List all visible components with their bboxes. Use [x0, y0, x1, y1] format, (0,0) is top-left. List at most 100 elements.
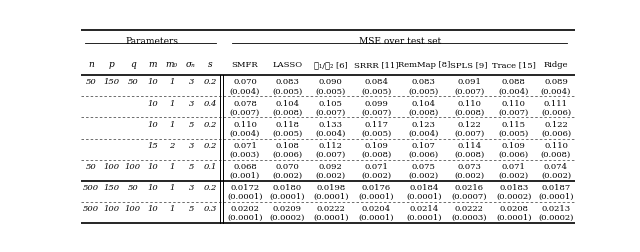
Text: 0.117: 0.117 [364, 120, 388, 128]
Text: (0.007): (0.007) [499, 108, 529, 116]
Text: (0.005): (0.005) [272, 129, 303, 137]
Text: 50: 50 [86, 163, 96, 170]
Text: (0.005): (0.005) [499, 129, 529, 137]
Text: 100: 100 [104, 205, 120, 212]
Text: 0.114: 0.114 [457, 141, 481, 149]
Text: (0.002): (0.002) [361, 171, 391, 179]
Text: (0.004): (0.004) [230, 87, 260, 95]
Text: 0.073: 0.073 [458, 163, 481, 170]
Text: (0.007): (0.007) [316, 150, 346, 158]
Text: (0.002): (0.002) [272, 171, 302, 179]
Text: 0.123: 0.123 [412, 120, 436, 128]
Text: (0.0001): (0.0001) [406, 192, 442, 200]
Text: 0.099: 0.099 [364, 99, 388, 107]
Text: 0.110: 0.110 [458, 99, 481, 107]
Text: RemMap [8]: RemMap [8] [397, 61, 450, 69]
Text: 0.083: 0.083 [275, 78, 300, 86]
Text: 50: 50 [127, 78, 138, 86]
Text: m₀: m₀ [166, 60, 178, 69]
Text: 0.071: 0.071 [502, 163, 525, 170]
Text: (0.002): (0.002) [409, 171, 439, 179]
Text: 0.109: 0.109 [502, 141, 525, 149]
Text: (0.007): (0.007) [316, 108, 346, 116]
Text: 0.0216: 0.0216 [455, 183, 484, 192]
Text: 0.2: 0.2 [204, 120, 217, 128]
Text: 1: 1 [169, 163, 175, 170]
Text: 0.0198: 0.0198 [316, 183, 346, 192]
Text: (0.0007): (0.0007) [451, 192, 487, 200]
Text: 3: 3 [188, 141, 194, 149]
Text: 0.2: 0.2 [204, 78, 217, 86]
Text: 0.0209: 0.0209 [273, 205, 302, 212]
Text: 0.115: 0.115 [502, 120, 525, 128]
Text: 3: 3 [188, 99, 194, 107]
Text: 50: 50 [86, 78, 96, 86]
Text: 5: 5 [188, 163, 194, 170]
Text: σₙ: σₙ [186, 60, 196, 69]
Text: 0.4: 0.4 [204, 99, 217, 107]
Text: (0.002): (0.002) [499, 171, 529, 179]
Text: (0.005): (0.005) [272, 87, 303, 95]
Text: p: p [109, 60, 115, 69]
Text: 0.089: 0.089 [544, 78, 568, 86]
Text: 0.2: 0.2 [204, 141, 217, 149]
Text: 1: 1 [169, 78, 175, 86]
Text: 5: 5 [188, 205, 194, 212]
Text: (0.0001): (0.0001) [406, 213, 442, 222]
Text: s: s [208, 60, 212, 69]
Text: 100: 100 [125, 163, 141, 170]
Text: (0.0001): (0.0001) [269, 192, 305, 200]
Text: ℓ₁/ℓ₂ [6]: ℓ₁/ℓ₂ [6] [314, 61, 348, 69]
Text: 0.111: 0.111 [544, 99, 568, 107]
Text: 0.0180: 0.0180 [273, 183, 302, 192]
Text: 0.110: 0.110 [233, 120, 257, 128]
Text: 10: 10 [148, 99, 158, 107]
Text: 10: 10 [148, 120, 158, 128]
Text: 0.075: 0.075 [412, 163, 436, 170]
Text: 0.088: 0.088 [502, 78, 525, 86]
Text: 0.0184: 0.0184 [409, 183, 438, 192]
Text: (0.005): (0.005) [316, 87, 346, 95]
Text: (0.005): (0.005) [361, 129, 391, 137]
Text: (0.005): (0.005) [408, 87, 439, 95]
Text: 0.118: 0.118 [275, 120, 300, 128]
Text: 0.0204: 0.0204 [362, 205, 390, 212]
Text: SRRR [11]: SRRR [11] [354, 61, 399, 69]
Text: (0.002): (0.002) [316, 171, 346, 179]
Text: 0.0176: 0.0176 [362, 183, 390, 192]
Text: 0.122: 0.122 [458, 120, 481, 128]
Text: 0.091: 0.091 [458, 78, 481, 86]
Text: 0.070: 0.070 [233, 78, 257, 86]
Text: 100: 100 [104, 163, 120, 170]
Text: 150: 150 [104, 78, 120, 86]
Text: (0.0001): (0.0001) [358, 213, 394, 222]
Text: 0.1: 0.1 [204, 163, 217, 170]
Text: m: m [148, 60, 157, 69]
Text: (0.007): (0.007) [454, 87, 484, 95]
Text: (0.007): (0.007) [230, 108, 260, 116]
Text: 0.133: 0.133 [319, 120, 342, 128]
Text: 0.078: 0.078 [233, 99, 257, 107]
Text: 0.110: 0.110 [544, 141, 568, 149]
Text: 0.0183: 0.0183 [499, 183, 528, 192]
Text: q: q [130, 60, 136, 69]
Text: 0.083: 0.083 [412, 78, 436, 86]
Text: (0.0001): (0.0001) [227, 192, 263, 200]
Text: 0.068: 0.068 [233, 163, 257, 170]
Text: 0.108: 0.108 [275, 141, 300, 149]
Text: 0.0208: 0.0208 [499, 205, 528, 212]
Text: 10: 10 [148, 163, 158, 170]
Text: n: n [88, 60, 94, 69]
Text: SMFR: SMFR [232, 61, 259, 69]
Text: 500: 500 [83, 205, 99, 212]
Text: (0.0002): (0.0002) [496, 192, 531, 200]
Text: 0.071: 0.071 [233, 141, 257, 149]
Text: 0.122: 0.122 [544, 120, 568, 128]
Text: 0.0213: 0.0213 [541, 205, 570, 212]
Text: 1: 1 [169, 183, 175, 192]
Text: (0.008): (0.008) [408, 108, 439, 116]
Text: (0.004): (0.004) [541, 87, 571, 95]
Text: LASSO: LASSO [272, 61, 302, 69]
Text: 3: 3 [188, 78, 194, 86]
Text: (0.0002): (0.0002) [269, 213, 305, 222]
